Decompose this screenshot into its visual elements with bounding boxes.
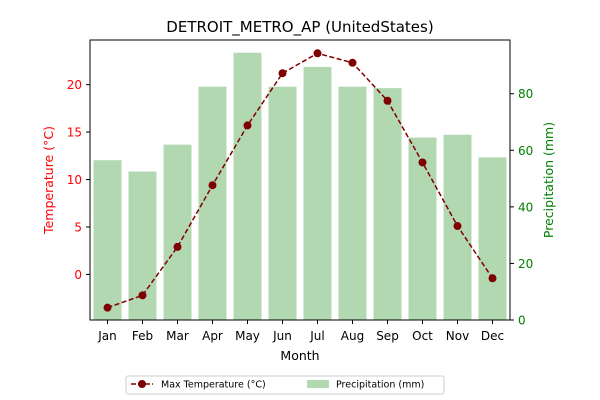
left-axis-ticks: 0 5 10 15 20 bbox=[67, 78, 90, 282]
x-tick-label: Oct bbox=[412, 329, 433, 343]
x-tick-label: Jul bbox=[309, 329, 324, 343]
x-tick-label: Nov bbox=[446, 329, 469, 343]
right-axis-label: Precipitation (mm) bbox=[541, 122, 556, 238]
legend-temperature-label: Max Temperature (°C) bbox=[161, 380, 266, 391]
right-axis-ticks: 0 20 40 60 80 bbox=[510, 87, 533, 328]
x-tick-label: Aug bbox=[341, 329, 364, 343]
temperature-point bbox=[243, 121, 252, 130]
precip-bar bbox=[163, 144, 192, 320]
temperature-point bbox=[383, 96, 392, 105]
precip-bar bbox=[478, 157, 507, 320]
temperature-point bbox=[138, 291, 147, 300]
left-tick-label: 10 bbox=[67, 173, 82, 187]
temperature-line bbox=[103, 49, 497, 312]
legend-line-marker bbox=[138, 380, 146, 388]
right-tick-label: 20 bbox=[518, 257, 533, 271]
temperature-point bbox=[278, 69, 287, 78]
legend-frame bbox=[125, 375, 445, 395]
temperature-point bbox=[453, 222, 462, 231]
temperature-point bbox=[208, 181, 217, 190]
temperature-point bbox=[348, 58, 357, 67]
x-axis-ticks: Jan Feb Mar Apr May Jun Jul Aug Sep Oct Nov Dec bbox=[97, 320, 504, 343]
right-tick-label: 40 bbox=[518, 200, 533, 214]
left-tick-label: 20 bbox=[67, 78, 82, 92]
precip-bar bbox=[198, 86, 227, 321]
temperature-point bbox=[418, 158, 427, 167]
x-tick-label: May bbox=[235, 329, 260, 343]
precipitation-bars bbox=[93, 52, 507, 321]
temperature-point bbox=[103, 303, 112, 312]
x-axis-label: Month bbox=[280, 348, 319, 363]
x-tick-label: Mar bbox=[166, 329, 189, 343]
x-tick-label: Sep bbox=[376, 329, 399, 343]
right-tick-label: 60 bbox=[518, 144, 533, 158]
temperature-point bbox=[313, 49, 322, 58]
x-tick-label: Dec bbox=[481, 329, 504, 343]
legend-precipitation-label: Precipitation (mm) bbox=[336, 380, 424, 391]
right-tick-label: 0 bbox=[518, 314, 526, 328]
temperature-point bbox=[173, 242, 182, 251]
x-tick-label: Jan bbox=[97, 329, 117, 343]
left-tick-label: 0 bbox=[74, 268, 82, 282]
x-tick-label: Feb bbox=[132, 329, 153, 343]
right-tick-label: 80 bbox=[518, 87, 533, 101]
legend-bar-swatch bbox=[307, 380, 329, 388]
left-tick-label: 15 bbox=[67, 126, 82, 140]
precip-bar bbox=[373, 88, 402, 320]
temperature-line-path bbox=[107, 52, 494, 309]
precip-bar bbox=[93, 160, 122, 320]
x-tick-label: Jun bbox=[272, 329, 292, 343]
precip-bar bbox=[338, 86, 367, 321]
precip-bar bbox=[233, 52, 262, 321]
left-axis-label: Temperature (°C) bbox=[41, 126, 56, 235]
x-tick-label: Apr bbox=[202, 329, 223, 343]
chart-title: DETROIT_METRO_AP (UnitedStates) bbox=[166, 18, 433, 37]
precip-bar bbox=[268, 86, 297, 321]
left-tick-label: 5 bbox=[74, 220, 82, 234]
precip-bar bbox=[303, 66, 332, 321]
precip-bar bbox=[408, 137, 437, 320]
temperature-point bbox=[488, 274, 497, 283]
legend: Max Temperature (°C) Precipitation (mm) bbox=[125, 375, 445, 395]
